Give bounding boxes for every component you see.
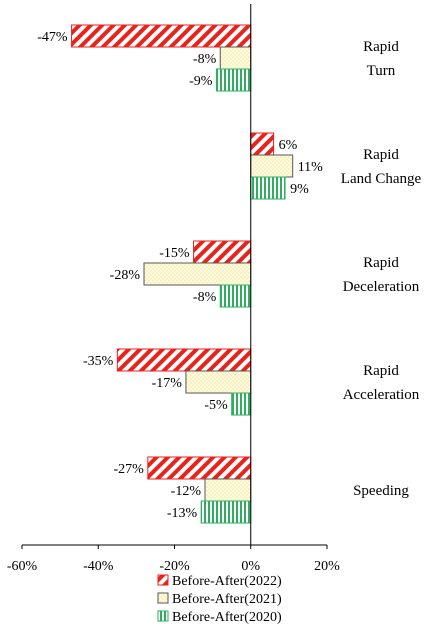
value-label-2022-cat4: -27% <box>113 462 144 477</box>
value-label-2022-cat3: -35% <box>83 354 114 369</box>
bar-2021-cat4 <box>204 478 252 502</box>
x-tick-label: 0% <box>241 559 260 574</box>
bar-2021-cat1 <box>250 154 294 178</box>
category-label: Land Change <box>341 171 422 187</box>
bar-2021-cat2 <box>143 262 252 286</box>
category-label: Rapid <box>363 39 399 55</box>
legend-swatch-2022 <box>157 574 169 586</box>
category-label: Deceleration <box>343 279 420 295</box>
category-label: Turn <box>367 63 396 79</box>
category-label: Speeding <box>353 483 409 499</box>
value-label-2020-cat4: -13% <box>167 506 198 521</box>
value-label-2021-cat2: -28% <box>110 268 141 283</box>
bar-2022-cat0 <box>71 24 252 48</box>
category-label: Acceleration <box>343 387 420 403</box>
legend: Before-After(2022) Before-After(2021) Befo… <box>157 574 282 625</box>
value-label-2022-cat2: -15% <box>159 246 190 261</box>
legend-swatch-2021 <box>157 592 169 604</box>
bar-2021-cat3 <box>185 370 252 394</box>
data-labels: -47% 6% -15% -35% -27% -8% 11% -28% -17% -12% -9% 9… <box>37 30 323 521</box>
x-tick-label: -40% <box>83 559 114 574</box>
value-label-2021-cat0: -8% <box>193 52 217 67</box>
bar-2020-cat2 <box>219 284 252 308</box>
bar-2022-cat3 <box>116 348 252 372</box>
bar-2022-cat4 <box>147 456 252 480</box>
bar-2022-cat1 <box>250 132 275 156</box>
value-label-2021-cat4: -12% <box>171 484 202 499</box>
value-label-2022-cat0: -47% <box>37 30 68 45</box>
x-tick-label: 20% <box>314 559 340 574</box>
value-label-2020-cat0: -9% <box>189 74 213 89</box>
bar-2022-cat2 <box>193 240 252 264</box>
category-label: Rapid <box>363 255 399 271</box>
value-label-2022-cat1: 6% <box>279 138 298 153</box>
legend-label-2022: Before-After(2022) <box>172 574 282 589</box>
value-label-2021-cat1: 11% <box>298 160 323 175</box>
legend-label-2020: Before-After(2020) <box>172 610 282 625</box>
value-label-2020-cat2: -8% <box>193 290 217 305</box>
value-label-2021-cat3: -17% <box>152 376 183 391</box>
value-label-2020-cat3: -5% <box>204 398 228 413</box>
legend-label-2021: Before-After(2021) <box>172 592 282 607</box>
bar-2021-cat0 <box>219 46 252 70</box>
category-labels: Rapid Turn Rapid Land Change Rapid Decelerati… <box>341 39 422 499</box>
legend-swatch-2020 <box>157 610 169 622</box>
x-tick-label: -60% <box>7 559 38 574</box>
x-tick-label: -20% <box>159 559 190 574</box>
category-label: Rapid <box>363 363 399 379</box>
value-label-2020-cat1: 9% <box>290 182 309 197</box>
x-axis: -60% -40% -20% 0% 20% <box>7 4 340 574</box>
bar-2020-cat1 <box>250 176 286 200</box>
plot-area <box>71 24 294 524</box>
bar-2020-cat3 <box>231 392 252 416</box>
category-label: Rapid <box>363 147 399 163</box>
bar-2020-cat4 <box>200 500 252 524</box>
bar-2020-cat0 <box>215 68 252 92</box>
